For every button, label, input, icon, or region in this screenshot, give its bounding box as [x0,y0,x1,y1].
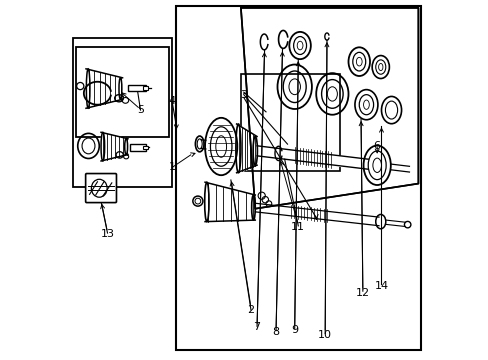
Text: 3: 3 [240,90,247,100]
Text: 8: 8 [272,327,279,337]
Text: 6: 6 [373,141,380,151]
Bar [176,6,420,350]
Bar [142,145,147,149]
Text: 13: 13 [101,229,114,239]
Text: 7: 7 [253,322,260,332]
Text: 1: 1 [168,162,175,172]
Text: 5: 5 [137,105,143,115]
Bar [76,47,169,137]
Bar [128,85,145,91]
Polygon shape [241,8,418,209]
Text: 10: 10 [318,330,331,340]
Bar [130,144,145,150]
Text: 14: 14 [374,281,388,291]
Text: 2: 2 [247,305,254,315]
Text: 9: 9 [290,325,298,335]
Text: 11: 11 [291,222,305,231]
Bar [241,74,339,171]
Text: 12: 12 [355,288,369,298]
FancyBboxPatch shape [85,174,116,203]
Bar [142,86,147,90]
Text: 4: 4 [168,96,175,106]
Bar [73,39,171,187]
